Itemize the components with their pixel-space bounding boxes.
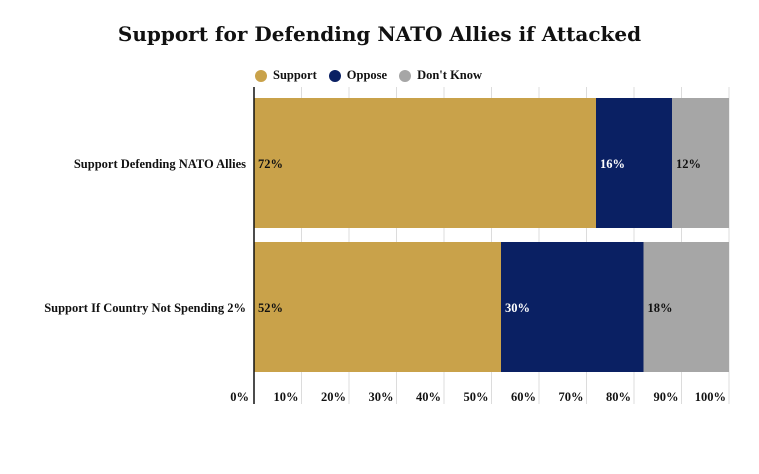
category-label: Support If Country Not Spending 2% xyxy=(44,301,246,315)
chart-title: Support for Defending NATO Allies if Att… xyxy=(117,22,642,46)
bar-oppose-1 xyxy=(501,242,644,372)
x-tick-label: 100% xyxy=(695,390,726,404)
bar-don-t-know-0 xyxy=(672,98,729,228)
bar-don-t-know-1 xyxy=(643,242,729,372)
legend: Support Oppose Don't Know xyxy=(255,68,494,83)
legend-swatch-oppose xyxy=(328,69,341,82)
x-tick-label: 30% xyxy=(369,390,394,404)
bar-support-0 xyxy=(254,98,596,228)
legend-swatch-support xyxy=(255,69,267,82)
bar-support-1 xyxy=(254,242,501,372)
legend-label-support: Support xyxy=(273,68,317,82)
x-tick-label: 50% xyxy=(464,390,489,404)
legend-swatch-dont-know xyxy=(399,69,412,82)
data-label: 16% xyxy=(600,157,625,171)
x-tick-label: 60% xyxy=(511,390,536,404)
x-tick-label: 40% xyxy=(416,390,441,404)
data-label: 18% xyxy=(648,301,673,315)
x-tick-label: 20% xyxy=(321,390,346,404)
x-tick-label: 10% xyxy=(274,390,299,404)
x-tick-label: 0% xyxy=(230,390,249,404)
legend-item-dont-know: Don't Know xyxy=(399,68,482,83)
x-tick-label: 90% xyxy=(654,390,679,404)
bar-oppose-0 xyxy=(596,98,672,228)
legend-label-oppose: Oppose xyxy=(346,68,388,82)
data-label: 52% xyxy=(258,301,283,315)
data-label: 30% xyxy=(505,301,530,315)
legend-label-dont-know: Don't Know xyxy=(417,68,483,82)
data-label: 12% xyxy=(676,157,701,171)
x-tick-label: 70% xyxy=(559,390,584,404)
legend-item-oppose: Oppose xyxy=(328,68,388,83)
data-label: 72% xyxy=(258,157,283,171)
x-tick-label: 80% xyxy=(606,390,631,404)
category-label: Support Defending NATO Allies xyxy=(74,157,246,171)
legend-item-support: Support xyxy=(255,68,317,83)
